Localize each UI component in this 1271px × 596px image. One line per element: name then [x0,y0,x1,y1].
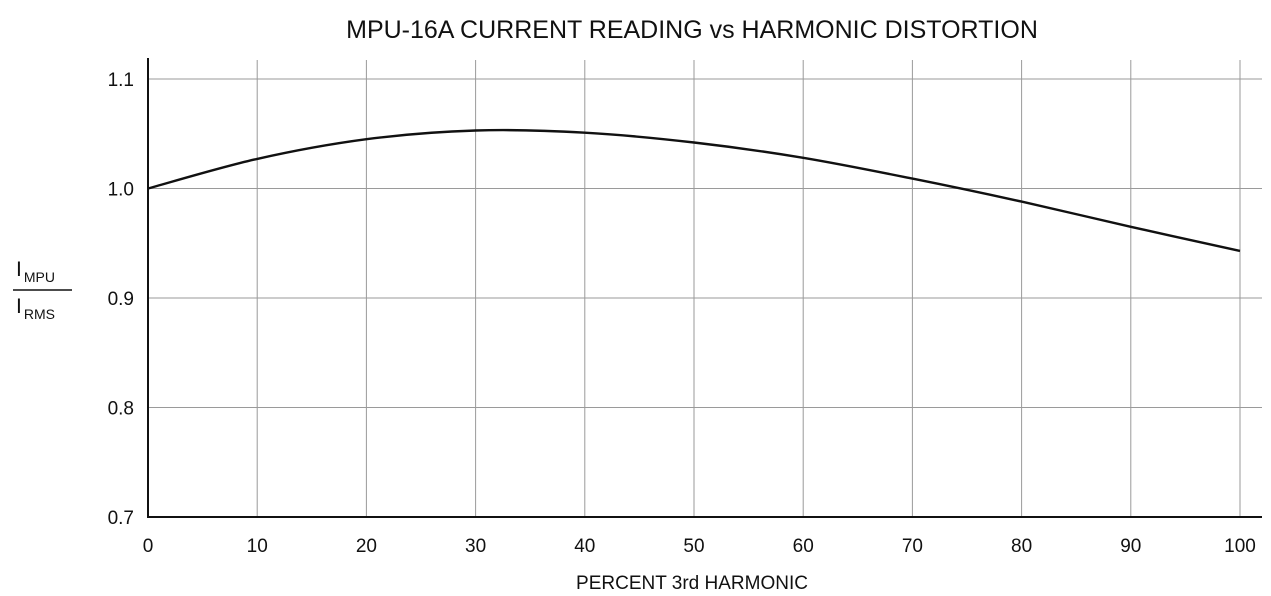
x-tick-labels: 0 10 20 30 40 50 60 70 80 90 100 [143,536,1256,557]
y-tick-label: 0.9 [108,289,134,310]
y-tick-label: 0.8 [108,399,134,420]
y-tick-label: 1.1 [108,70,134,91]
grid [148,60,1262,517]
x-tick-label: 100 [1224,536,1256,557]
x-axis-label: PERCENT 3rd HARMONIC [576,573,808,594]
x-tick-label: 20 [356,536,377,557]
y-tick-labels: 0.7 0.8 0.9 1.0 1.1 [108,70,134,529]
y-label-denominator-sub: RMS [24,306,55,322]
chart-title: MPU-16A CURRENT READING vs HARMONIC DIST… [346,16,1038,44]
x-tick-label: 0 [143,536,154,557]
series-layer [147,128,1241,253]
y-label-numerator: I MPU [16,258,55,285]
y-tick-label: 1.0 [108,180,134,201]
axes [147,58,1262,518]
y-label-denominator: I RMS [16,295,55,322]
y-label-denominator-main: I [16,295,22,318]
y-tick-label: 0.7 [108,508,134,529]
x-tick-label: 50 [683,536,704,557]
x-tick-label: 70 [902,536,923,557]
x-tick-label: 30 [465,536,486,557]
x-tick-label: 60 [793,536,814,557]
series-line [147,128,1241,253]
y-label-numerator-main: I [16,258,22,281]
x-tick-label: 40 [574,536,595,557]
y-label-numerator-sub: MPU [24,269,55,285]
x-tick-label: 90 [1120,536,1141,557]
y-axis-label: I MPU I RMS [13,258,72,322]
x-tick-label: 80 [1011,536,1032,557]
x-tick-label: 10 [247,536,268,557]
